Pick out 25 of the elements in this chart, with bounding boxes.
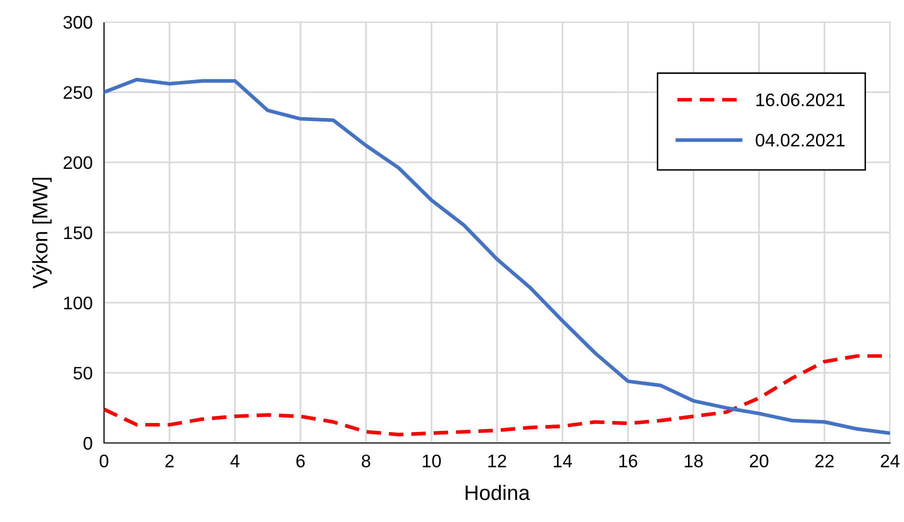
line-series bbox=[104, 78, 890, 435]
y-axis-title: Výkon [MW] bbox=[32, 178, 52, 289]
y-tick-label: 200 bbox=[64, 156, 92, 170]
y-tick-label: 50 bbox=[74, 366, 92, 380]
x-tick-label: 14 bbox=[554, 454, 572, 468]
x-tick-label: 16 bbox=[619, 454, 638, 468]
x-tick-label: 12 bbox=[488, 454, 506, 468]
legend-label: 04.02.2021 bbox=[756, 134, 845, 147]
legend-label: 16.06.2021 bbox=[756, 93, 845, 106]
x-tick-label: 20 bbox=[750, 454, 768, 468]
y-tick-label: 0 bbox=[84, 436, 92, 450]
x-tick-label: 2 bbox=[165, 454, 174, 468]
x-tick-label: 18 bbox=[684, 454, 703, 468]
x-tick-label: 8 bbox=[362, 454, 370, 468]
x-tick-label: 0 bbox=[100, 454, 108, 468]
x-tick-label: 10 bbox=[422, 454, 441, 468]
y-tick-label: 300 bbox=[63, 16, 92, 29]
x-tick-label: 22 bbox=[815, 454, 834, 468]
x-tick-label: 24 bbox=[880, 454, 900, 468]
x-tick-label: 6 bbox=[296, 454, 305, 468]
y-tick-label: 250 bbox=[64, 86, 92, 99]
x-tick-label: 4 bbox=[230, 454, 240, 468]
x-axis-title: Hodina bbox=[466, 484, 530, 500]
y-tick-label: 100 bbox=[64, 296, 92, 310]
y-tick-label: 150 bbox=[64, 226, 92, 240]
